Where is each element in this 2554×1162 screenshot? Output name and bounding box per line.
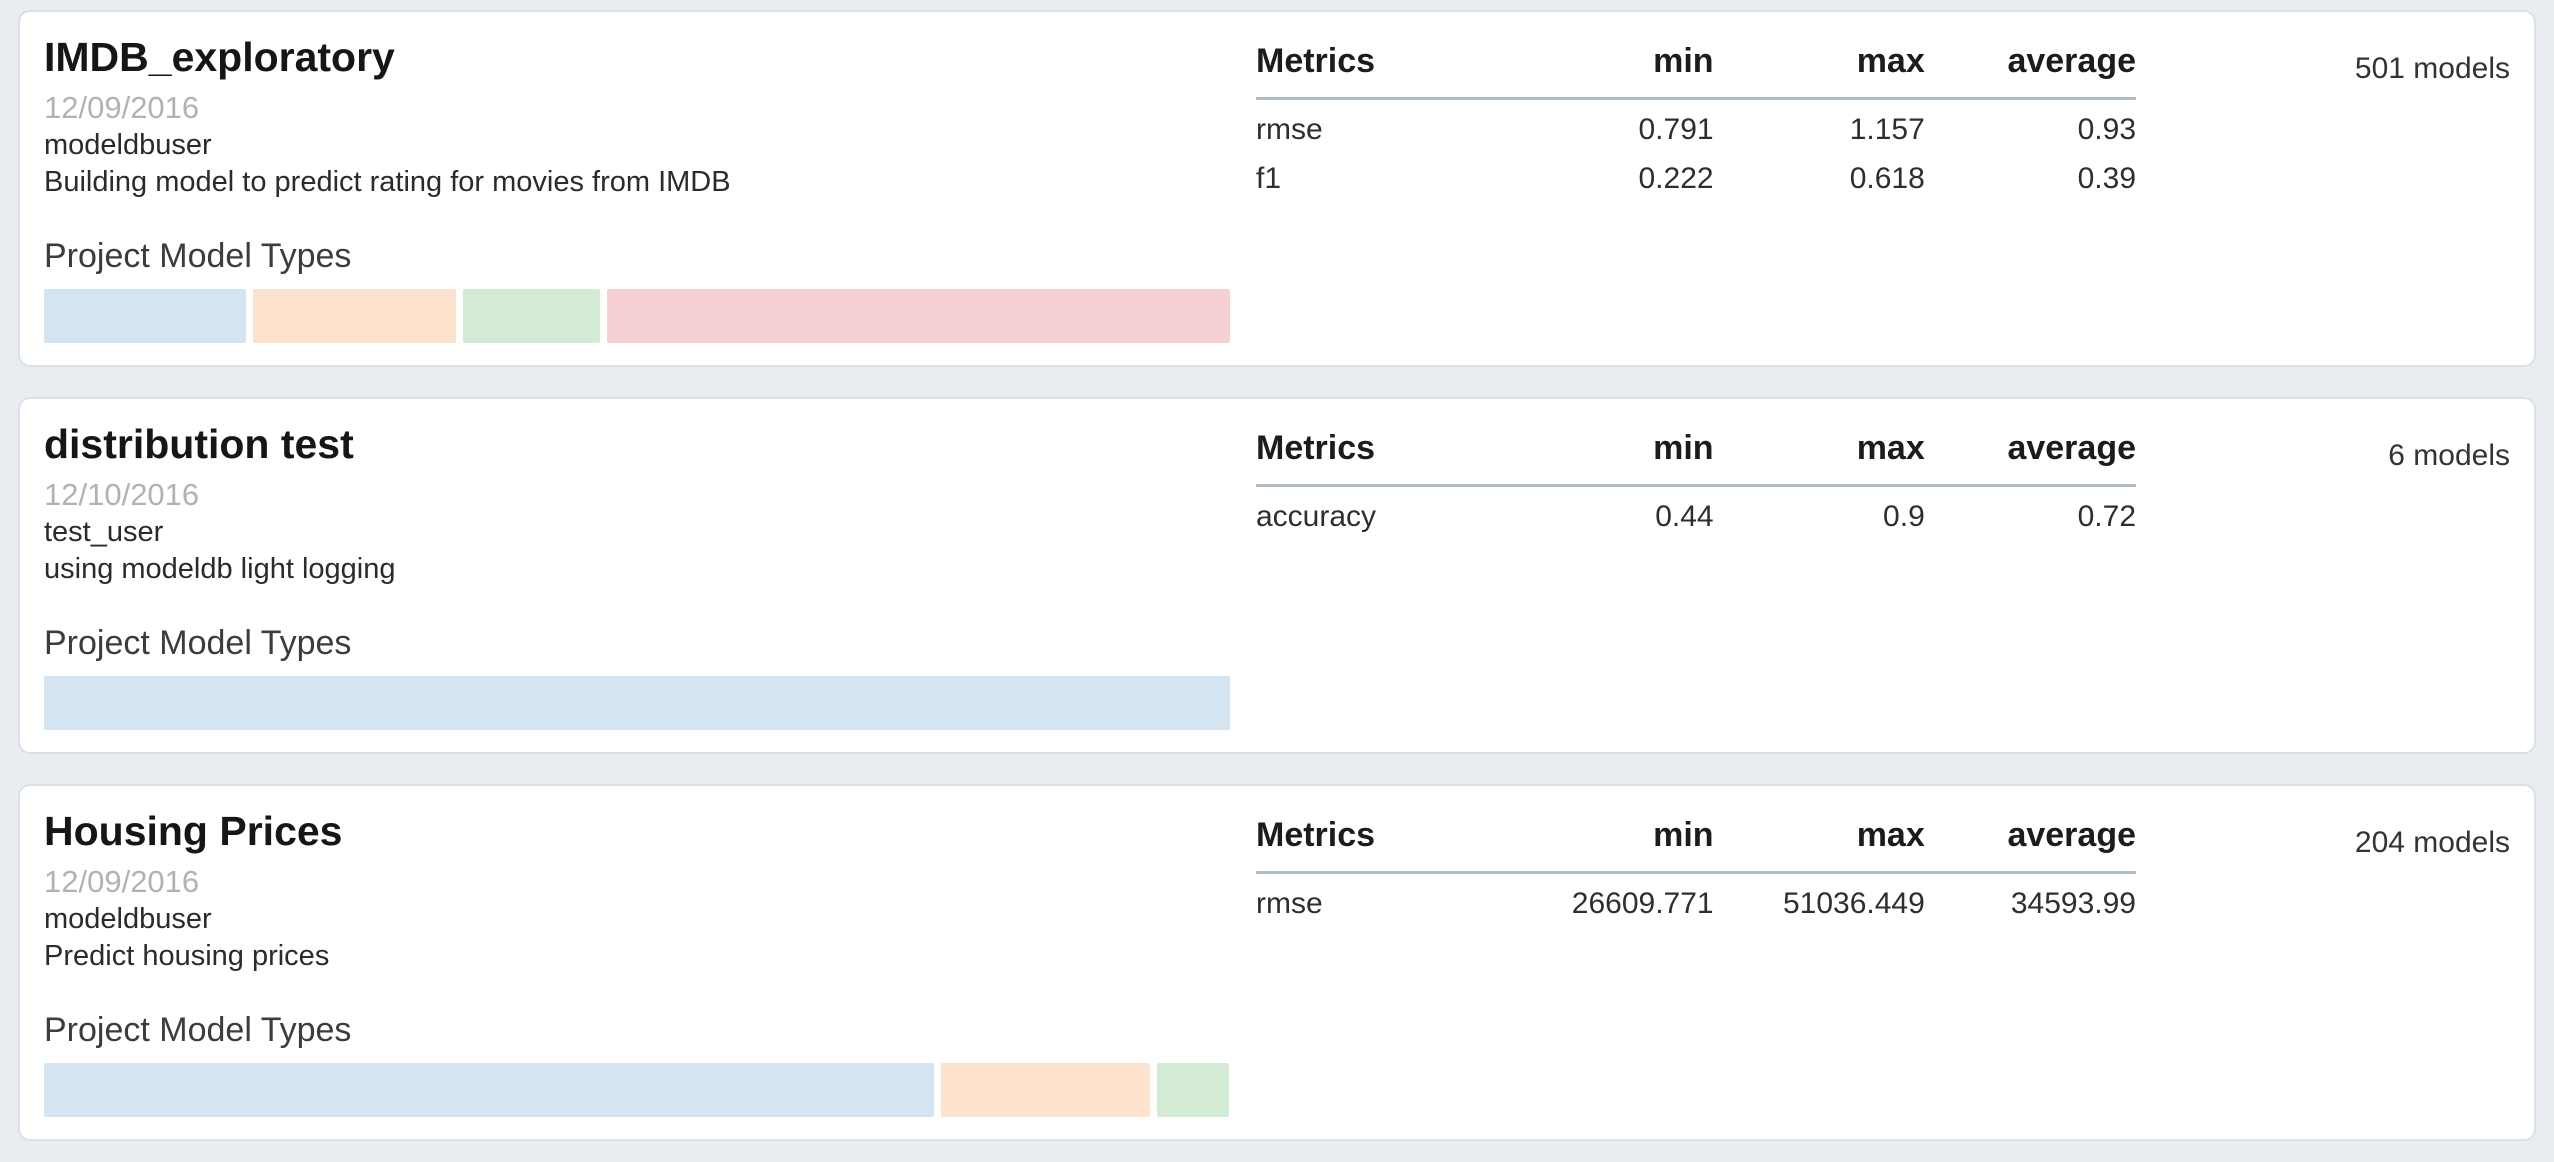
metrics-header-row: Metrics min max average bbox=[1256, 38, 2136, 100]
metrics-header-average: average bbox=[1924, 425, 2136, 487]
project-description: using modeldb light logging bbox=[44, 553, 396, 586]
metric-min: 0.44 bbox=[1655, 500, 1714, 533]
project-author: modeldbuser bbox=[44, 129, 212, 162]
metrics-table: Metrics min max average rmse 0.791 1.157 0.93 f… bbox=[1256, 28, 2136, 198]
model-type-segment-green bbox=[462, 288, 601, 343]
metric-average: 34593.99 bbox=[2010, 887, 2136, 920]
project-description: Predict housing prices bbox=[44, 940, 330, 973]
model-types-heading: Project Model Types bbox=[44, 623, 352, 662]
metric-max: 0.618 bbox=[1849, 162, 1925, 195]
model-type-segment-blue bbox=[44, 675, 1230, 730]
project-title: IMDB_exploratory bbox=[44, 34, 395, 80]
metric-row: accuracy 0.44 0.9 0.72 bbox=[1256, 486, 2136, 537]
metrics-table-grid: Metrics min max average rmse 26609.771 51036.… bbox=[1256, 812, 2136, 923]
metrics-header-metrics: Metrics bbox=[1256, 812, 1503, 874]
metric-max: 0.9 bbox=[1883, 500, 1925, 533]
metrics-header-min: min bbox=[1502, 812, 1714, 874]
project-date: 12/09/2016 bbox=[44, 90, 200, 126]
model-types-bar bbox=[44, 675, 1230, 730]
project-card[interactable]: IMDB_exploratory 12/09/2016 modeldbuser … bbox=[18, 10, 2536, 367]
metric-average: 0.39 bbox=[2077, 162, 2136, 195]
model-types-heading: Project Model Types bbox=[44, 236, 352, 275]
metrics-header-row: Metrics min max average bbox=[1256, 425, 2136, 487]
model-type-segment-pink bbox=[607, 288, 1230, 343]
model-types-heading: Project Model Types bbox=[44, 1010, 352, 1049]
metrics-header-min: min bbox=[1502, 38, 1714, 100]
metric-average: 0.72 bbox=[2077, 500, 2136, 533]
metric-name: rmse bbox=[1256, 113, 1323, 146]
project-card[interactable]: Housing Prices 12/09/2016 modeldbuser Pr… bbox=[18, 784, 2536, 1141]
metrics-table-grid: Metrics min max average accuracy 0.44 0.9 0.72 bbox=[1256, 425, 2136, 536]
metrics-header-max: max bbox=[1713, 38, 1925, 100]
metrics-header-metrics: Metrics bbox=[1256, 38, 1503, 100]
metric-name: rmse bbox=[1256, 887, 1323, 920]
metrics-header-row: Metrics min max average bbox=[1256, 812, 2136, 874]
metric-row: rmse 0.791 1.157 0.93 bbox=[1256, 99, 2136, 150]
metric-min: 26609.771 bbox=[1571, 887, 1714, 920]
metric-average: 0.93 bbox=[2077, 113, 2136, 146]
model-types-bar bbox=[44, 288, 1230, 343]
model-type-segment-blue bbox=[44, 1062, 934, 1117]
metric-max: 1.157 bbox=[1849, 113, 1925, 146]
project-description: Building model to predict rating for mov… bbox=[44, 166, 731, 199]
metric-max: 51036.449 bbox=[1782, 887, 1925, 920]
project-card[interactable]: distribution test 12/10/2016 test_user u… bbox=[18, 397, 2536, 754]
model-type-segment-orange bbox=[253, 288, 456, 343]
metrics-table-grid: Metrics min max average rmse 0.791 1.157 0.93 f… bbox=[1256, 38, 2136, 198]
model-type-segment-blue bbox=[44, 288, 247, 343]
metric-min: 0.222 bbox=[1638, 162, 1714, 195]
model-type-segment-green bbox=[1157, 1062, 1229, 1117]
project-summary: distribution test 12/10/2016 test_user u… bbox=[44, 415, 1230, 730]
project-summary: Housing Prices 12/09/2016 modeldbuser Pr… bbox=[44, 802, 1230, 1117]
project-summary: IMDB_exploratory 12/09/2016 modeldbuser … bbox=[44, 28, 1230, 343]
project-author: test_user bbox=[44, 516, 164, 549]
model-types-bar bbox=[44, 1062, 1230, 1117]
metrics-header-average: average bbox=[1924, 38, 2136, 100]
metrics-header-metrics: Metrics bbox=[1256, 425, 1503, 487]
model-type-segment-orange bbox=[940, 1062, 1151, 1117]
models-count: 6 models bbox=[2388, 439, 2510, 472]
metric-name: accuracy bbox=[1256, 500, 1377, 533]
metric-min: 0.791 bbox=[1638, 113, 1714, 146]
metric-name: f1 bbox=[1256, 162, 1282, 195]
metrics-header-min: min bbox=[1502, 425, 1714, 487]
metrics-header-max: max bbox=[1713, 812, 1925, 874]
metric-row: rmse 26609.771 51036.449 34593.99 bbox=[1256, 873, 2136, 924]
models-count: 204 models bbox=[2354, 826, 2510, 859]
metrics-table: Metrics min max average accuracy 0.44 0.9 0.72 bbox=[1256, 415, 2136, 536]
project-title: distribution test bbox=[44, 421, 354, 467]
project-author: modeldbuser bbox=[44, 903, 212, 936]
project-date: 12/09/2016 bbox=[44, 864, 200, 900]
models-count: 501 models bbox=[2354, 52, 2510, 85]
metric-row: f1 0.222 0.618 0.39 bbox=[1256, 149, 2136, 198]
project-title: Housing Prices bbox=[44, 808, 343, 854]
metrics-table: Metrics min max average rmse 26609.771 51036.… bbox=[1256, 802, 2136, 923]
metrics-header-max: max bbox=[1713, 425, 1925, 487]
metrics-header-average: average bbox=[1924, 812, 2136, 874]
project-date: 12/10/2016 bbox=[44, 477, 200, 513]
